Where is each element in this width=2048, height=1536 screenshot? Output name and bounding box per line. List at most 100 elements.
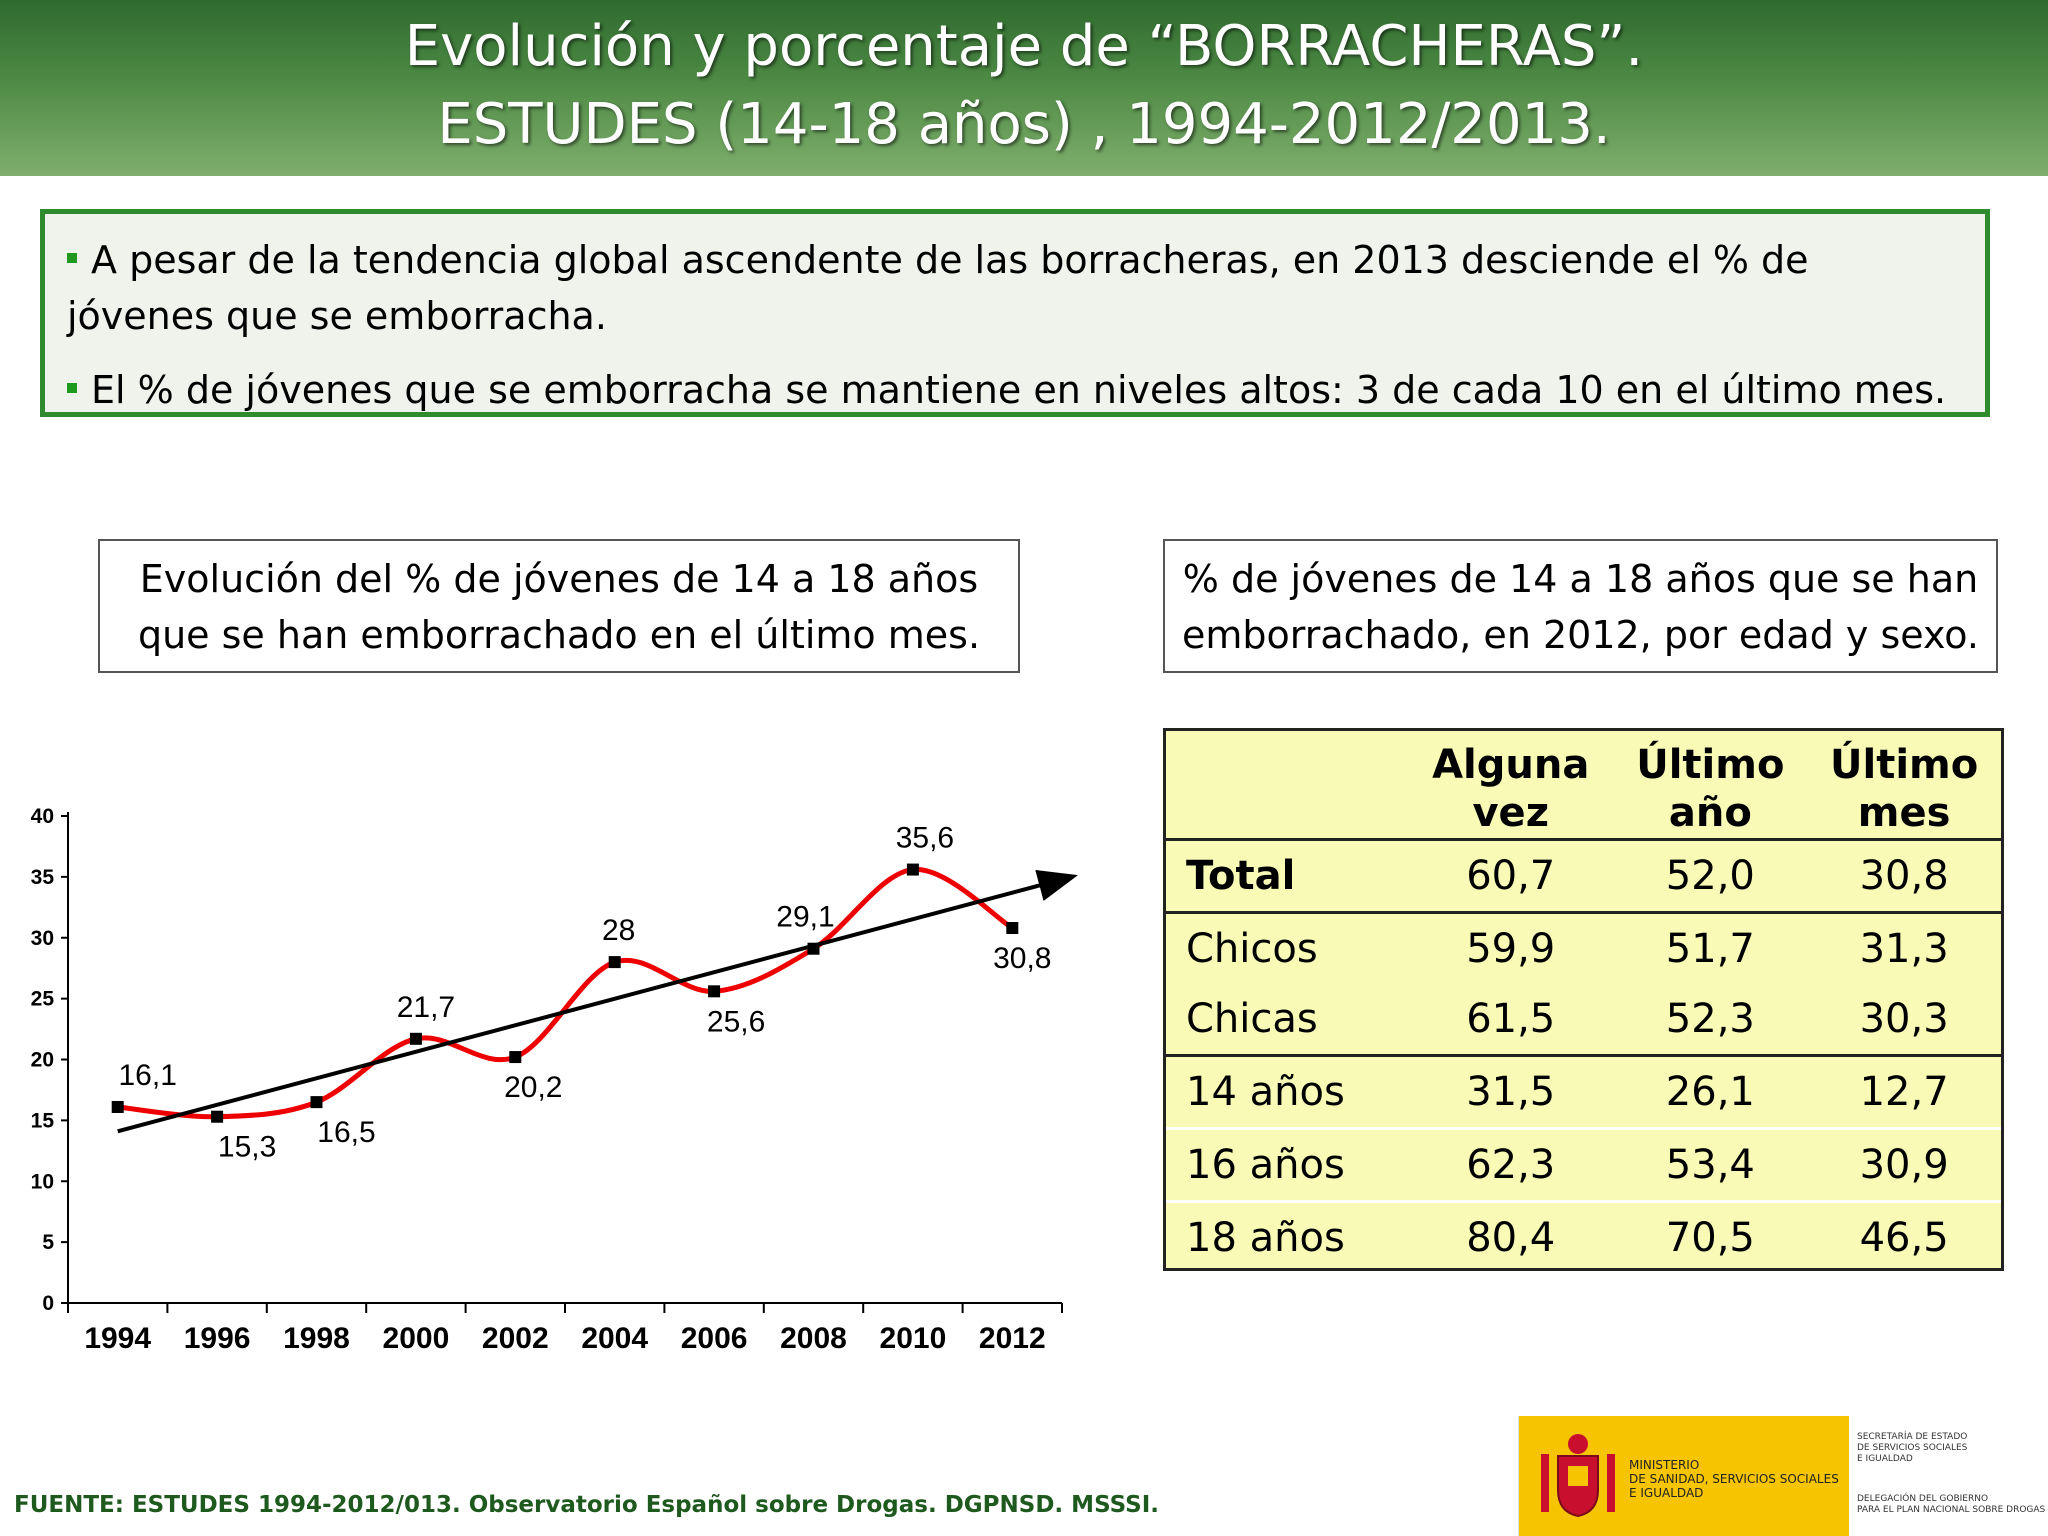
table-cell: 70,5 — [1665, 1215, 1755, 1261]
table-cell: 12,7 — [1807, 1055, 2001, 1130]
key-findings-box: A pesar de la tendencia global ascendent… — [40, 209, 1990, 417]
table-cell: 60,7 — [1408, 839, 1614, 914]
header-ultimo-mes: Último mes — [1807, 731, 2001, 841]
x-tick-label: 1996 — [184, 1322, 251, 1355]
slide-title-line1: Evolución y porcentaje de “BORRACHERAS”. — [404, 14, 1644, 79]
y-tick-label: 0 — [42, 1292, 54, 1315]
logo-delegacion-text: DELEGACIÓN DEL GOBIERNO PARA EL PLAN NAC… — [1857, 1494, 2046, 1515]
data-point — [807, 942, 820, 955]
table-cell: 30,9 — [1807, 1128, 2001, 1203]
logo-secretaria-text: SECRETARÍA DE ESTADO DE SERVICIOS SOCIAL… — [1857, 1432, 1968, 1464]
table-row: 14 años 31,5 26,1 12,7 — [1166, 1055, 2001, 1130]
line-chart: 0 5 10 15 20 25 30 35 40 1994 1996 1998 2000 2002 2004… — [31, 805, 1079, 1355]
logo-ministry-text: MINISTERIO DE SANIDAD, SERVICIOS SOCIALE… — [1629, 1458, 1839, 1500]
data-point — [509, 1051, 522, 1064]
finding-2: El % de jóvenes que se emborracha se man… — [67, 362, 1963, 418]
table-cell: 30,3 — [1807, 984, 2001, 1057]
table-cell: 31,3 — [1859, 926, 1949, 972]
row-label: 14 años — [1166, 1055, 1408, 1130]
table-header-row: Alguna vez Último año Último mes — [1166, 731, 2001, 841]
y-tick-label: 40 — [31, 805, 54, 828]
data-label: 21,7 — [397, 991, 455, 1024]
y-tick-label: 25 — [31, 988, 55, 1011]
line-chart-caption: Evolución del % de jóvenes de 14 a 18 añ… — [98, 539, 1020, 673]
data-point — [1006, 922, 1019, 935]
data-point — [211, 1110, 224, 1123]
x-tick-label: 2010 — [880, 1322, 947, 1355]
data-label: 16,1 — [119, 1059, 177, 1092]
x-tick-label: 2000 — [383, 1322, 450, 1355]
table-row: Chicos 59,9 51,7 31,3 — [1166, 913, 2001, 985]
data-point — [608, 956, 621, 969]
finding-1: A pesar de la tendencia global ascendent… — [67, 238, 1809, 338]
table-cell: 46,5 — [1859, 1215, 1949, 1261]
y-tick-label: 15 — [31, 1109, 55, 1132]
data-label: 15,3 — [218, 1131, 276, 1164]
y-tick-label: 10 — [31, 1170, 54, 1193]
data-point — [310, 1096, 323, 1109]
row-label: Chicas — [1166, 984, 1408, 1057]
data-point — [409, 1032, 422, 1045]
table-cell: 26,1 — [1613, 1055, 1808, 1130]
table-row: 16 años 62,3 53,4 30,9 — [1166, 1128, 2001, 1203]
header-alguna-vez: Alguna vez — [1408, 731, 1614, 841]
x-tick-label: 2006 — [681, 1322, 748, 1355]
x-tick-label: 1994 — [84, 1322, 151, 1355]
table-cell: 53,4 — [1613, 1128, 1808, 1203]
data-point — [906, 863, 919, 876]
y-tick-label: 20 — [31, 1049, 54, 1072]
caption-line: que se han emborrachado en el último mes… — [137, 613, 981, 657]
header-ultimo-ano: Último año — [1613, 731, 1808, 841]
table-cell: 52,0 — [1613, 839, 1808, 914]
table-cell: 52,3 — [1613, 984, 1808, 1057]
header-empty — [1166, 731, 1408, 841]
row-label: Chicos — [1186, 926, 1318, 972]
data-point — [111, 1100, 124, 1113]
data-label: 30,8 — [993, 942, 1051, 975]
table-row: Chicas 61,5 52,3 30,3 — [1166, 984, 2001, 1057]
table-cell: 61,5 — [1408, 984, 1614, 1057]
data-label: 25,6 — [707, 1005, 765, 1038]
x-tick-label: 2008 — [780, 1322, 847, 1355]
row-label: 16 años — [1166, 1128, 1408, 1203]
data-label: 16,5 — [317, 1116, 375, 1149]
x-tick-label: 2004 — [581, 1322, 648, 1355]
slide-title-line2: ESTUDES (14-18 años) , 1994-2012/2013. — [437, 92, 1611, 157]
table-cell: 80,4 — [1466, 1215, 1556, 1261]
ministry-logo: MINISTERIO DE SANIDAD, SERVICIOS SOCIALE… — [1518, 1416, 2048, 1536]
table-cell: 62,3 — [1408, 1128, 1614, 1203]
logo-yellow-panel: MINISTERIO DE SANIDAD, SERVICIOS SOCIALE… — [1519, 1416, 1849, 1536]
table-cell: 51,7 — [1665, 926, 1755, 972]
y-tick-label: 5 — [42, 1231, 54, 1254]
slide-header: Evolución y porcentaje de “BORRACHERAS”.… — [0, 0, 2048, 176]
data-label: 35,6 — [896, 822, 954, 855]
data-label: 29,1 — [776, 901, 834, 934]
table-row: Total 60,7 52,0 30,8 — [1166, 839, 2001, 914]
data-label: 20,2 — [504, 1071, 562, 1104]
table-row: 18 años 80,4 70,5 46,5 — [1166, 1202, 2001, 1274]
source-note: FUENTE: ESTUDES 1994-2012/013. Observato… — [14, 1492, 1159, 1518]
y-tick-label: 35 — [31, 866, 55, 889]
x-tick-label: 2012 — [979, 1322, 1046, 1355]
trend-line — [117, 870, 1079, 1134]
row-label: 18 años — [1186, 1215, 1345, 1261]
y-tick-label: 30 — [31, 927, 54, 950]
table-cell: 59,9 — [1466, 926, 1556, 972]
x-tick-label: 2002 — [482, 1322, 549, 1355]
series-line — [117, 867, 1014, 1120]
caption-line: emborrachado, en 2012, por edad y sexo. — [1182, 613, 1979, 657]
bullet-square-icon — [67, 252, 77, 263]
data-point — [708, 985, 721, 998]
table-caption: % de jóvenes de 14 a 18 años que se han … — [1163, 539, 1998, 673]
coat-of-arms-icon — [1541, 1434, 1615, 1518]
drunkenness-table: Alguna vez Último año Último mes Total 60,7… — [1163, 728, 2004, 1271]
caption-line: % de jóvenes de 14 a 18 años que se han — [1182, 557, 1979, 601]
row-label: Total — [1166, 839, 1408, 914]
table-cell: 30,8 — [1807, 839, 2001, 914]
table-cell: 31,5 — [1408, 1055, 1614, 1130]
bullet-square-icon — [67, 382, 77, 393]
data-label: 28 — [602, 914, 635, 947]
data-table: Alguna vez Último año Último mes Total 60,7… — [1166, 731, 2001, 1273]
caption-line: Evolución del % de jóvenes de 14 a 18 añ… — [139, 557, 979, 601]
x-tick-label: 1998 — [283, 1322, 350, 1355]
